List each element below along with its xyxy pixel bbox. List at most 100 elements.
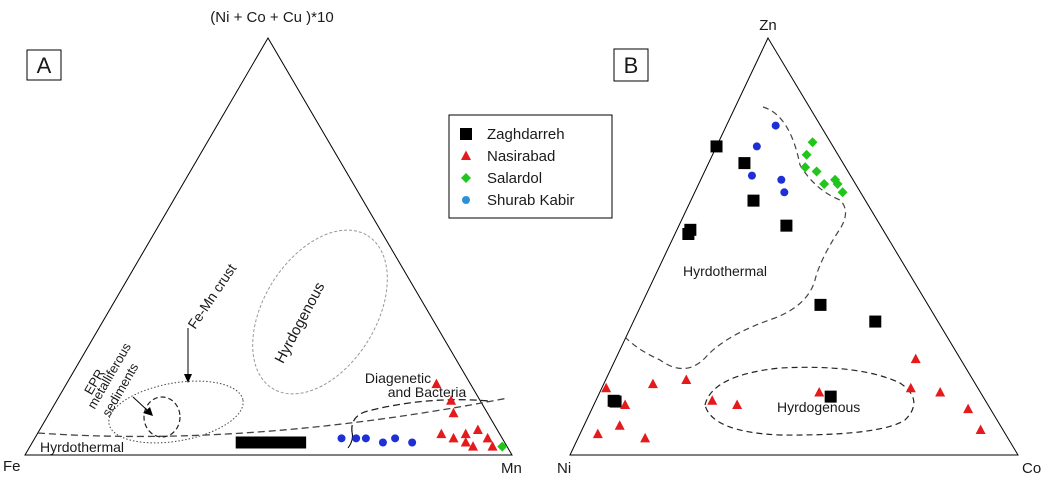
data-point-nasirabad (446, 395, 457, 405)
femn-crust-field-a (108, 380, 244, 444)
legend-marker-nasirabad (461, 150, 471, 160)
legend-label: Shurab Kabir (487, 192, 575, 209)
data-point-nasirabad (472, 424, 483, 434)
data-point-salardol (819, 178, 830, 189)
data-point-shurab-kabir (777, 175, 786, 184)
hydrothermal-label-b: Hyrdothermal (683, 263, 767, 279)
epr-arrowhead-a (143, 407, 153, 416)
data-point-nasirabad (681, 374, 692, 384)
data-point-zaghdarreh (284, 436, 297, 449)
hydrothermal-boundary-a (37, 397, 509, 438)
data-point-nasirabad (640, 432, 651, 443)
legend-label: Salardol (487, 170, 542, 187)
data-point-zaghdarreh (607, 394, 620, 407)
legend-marker-salardol (461, 173, 471, 183)
vertex-label-top-a: (Ni + Co + Cu )*10 (210, 9, 333, 26)
data-point-shurab-kabir (752, 142, 761, 151)
data-point-shurab-kabir (352, 434, 361, 443)
data-point-nasirabad (905, 382, 916, 393)
data-point-zaghdarreh (255, 436, 268, 449)
data-point-salardol (801, 149, 812, 160)
data-point-shurab-kabir (747, 171, 756, 180)
diagenetic-label-line2-a: and Bacteria (388, 384, 467, 400)
data-point-nasirabad (592, 428, 603, 439)
data-point-nasirabad (732, 399, 743, 409)
data-point-nasirabad (448, 407, 459, 418)
data-point-nasirabad (963, 403, 974, 414)
panel-label-box-a (26, 49, 62, 81)
data-point-nasirabad (436, 428, 447, 439)
data-point-zaghdarreh (264, 436, 277, 449)
data-points-b (592, 121, 986, 443)
data-point-zaghdarreh (245, 436, 258, 449)
diagenetic-label-line1-a: Diagenetic (365, 370, 431, 386)
data-point-nasirabad (975, 424, 986, 434)
data-point-nasirabad (431, 378, 442, 389)
connector-curve-a (347, 431, 353, 449)
data-point-nasirabad (814, 386, 825, 397)
data-point-shurab-kabir (361, 434, 370, 443)
panel-label-a: A (37, 53, 52, 78)
data-point-salardol (811, 166, 822, 177)
data-point-nasirabad (601, 382, 612, 393)
hydrothermal-field-b (625, 106, 847, 370)
legend-marker-shurab-kabir (462, 196, 470, 204)
vertex-label-left-b: Ni (557, 460, 571, 477)
data-point-salardol (832, 178, 843, 189)
data-point-nasirabad (487, 441, 498, 451)
data-point-zaghdarreh (814, 298, 827, 311)
femn-crust-arrowhead-a (184, 374, 192, 383)
legend-box (448, 114, 613, 219)
hydrothermal-label-a: Hyrdothermal (40, 439, 124, 455)
data-point-zaghdarreh (710, 140, 723, 153)
ternary-triangle-a (24, 37, 513, 456)
vertex-label-right-a: Mn (501, 460, 522, 477)
data-point-zaghdarreh (682, 227, 695, 240)
vertex-label-left-a: Fe (3, 458, 21, 475)
ternary-panel-a: A (Ni + Co + Cu )*10 Fe Mn Hyrdogenous H… (3, 9, 522, 477)
data-point-nasirabad (482, 432, 493, 443)
data-point-zaghdarreh (738, 157, 751, 170)
legend-label: Nasirabad (487, 148, 555, 165)
data-point-shurab-kabir (408, 438, 417, 447)
data-point-shurab-kabir (378, 438, 387, 447)
hydrogenous-field-b (704, 366, 915, 436)
data-point-salardol (837, 187, 848, 198)
data-point-zaghdarreh (294, 436, 307, 449)
data-point-nasirabad (647, 378, 658, 389)
hydrogenous-label-a: Hyrdogenous (272, 280, 329, 367)
legend-label: Zaghdarreh (487, 126, 565, 143)
data-point-shurab-kabir (391, 434, 400, 443)
vertex-label-right-b: Co (1022, 460, 1041, 477)
legend-marker-zaghdarreh (460, 128, 472, 140)
data-point-nasirabad (935, 386, 946, 397)
data-point-shurab-kabir (771, 121, 780, 130)
hydrogenous-field-a (252, 229, 388, 395)
data-points-a (235, 378, 508, 452)
legend: Zaghdarreh Nasirabad Salardol Shurab Kabir (448, 114, 613, 219)
data-point-nasirabad (620, 399, 631, 409)
data-point-zaghdarreh (869, 315, 882, 328)
data-point-zaghdarreh (747, 194, 760, 207)
data-point-zaghdarreh (235, 436, 248, 449)
data-point-nasirabad (460, 428, 471, 439)
data-point-nasirabad (460, 436, 471, 447)
data-point-nasirabad (707, 395, 718, 405)
data-point-nasirabad (468, 441, 479, 451)
femn-crust-label-a: Fe-Mn crust (184, 261, 239, 332)
hydrogenous-label-b: Hyrdogenous (777, 399, 860, 415)
diagenetic-field-a (351, 399, 491, 433)
data-point-zaghdarreh (824, 390, 837, 403)
data-point-salardol (807, 137, 818, 148)
ternary-triangle-b (569, 36, 1019, 456)
data-point-nasirabad (448, 432, 459, 443)
epr-arrow-a (132, 396, 148, 411)
data-point-nasirabad (910, 353, 921, 364)
panel-label-b: B (624, 53, 639, 78)
epr-field-a (143, 396, 181, 438)
data-point-zaghdarreh (780, 219, 793, 232)
panel-label-box-b (613, 48, 649, 82)
data-point-salardol (800, 162, 811, 173)
data-point-zaghdarreh (274, 436, 287, 449)
